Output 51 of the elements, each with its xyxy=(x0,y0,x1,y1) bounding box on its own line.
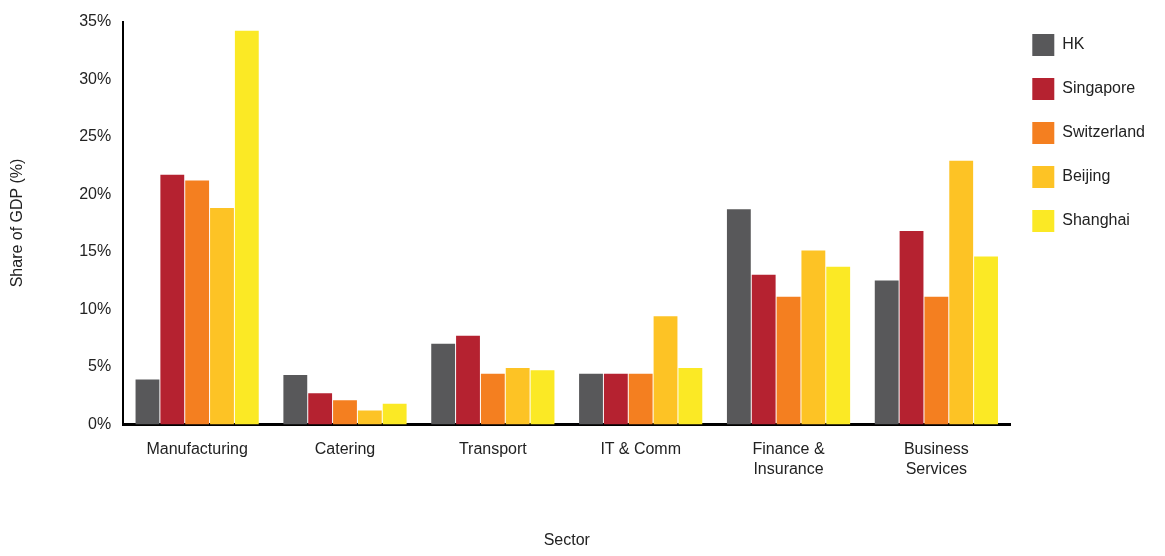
bar xyxy=(480,373,505,425)
y-tick-label: 5% xyxy=(88,357,112,375)
bar xyxy=(899,231,924,425)
x-tick-label: Finance & Insurance xyxy=(752,440,825,477)
y-tick-label: 25% xyxy=(79,127,112,145)
bar xyxy=(210,208,234,425)
bar xyxy=(874,280,899,425)
bar xyxy=(234,30,259,425)
x-tick-label: Transport xyxy=(458,440,528,458)
x-tick-label: Business Services xyxy=(903,440,969,477)
x-tick-label: Manufacturing xyxy=(146,440,248,458)
y-tick-label: 30% xyxy=(79,69,112,87)
x-tick-label: Catering xyxy=(314,440,376,458)
y-tick-label: 10% xyxy=(79,299,112,317)
bar xyxy=(776,296,801,425)
bar xyxy=(678,368,703,425)
bar xyxy=(751,274,776,425)
bar xyxy=(456,335,480,425)
x-axis-title: Sector xyxy=(543,530,591,548)
x-tick-label: IT & Comm xyxy=(600,440,681,458)
bar xyxy=(357,410,382,425)
legend-label: Beijing xyxy=(1062,167,1111,185)
bar xyxy=(308,393,333,425)
bar xyxy=(801,250,826,425)
bar xyxy=(431,343,456,425)
y-tick-label: 0% xyxy=(88,414,112,432)
bar xyxy=(530,370,555,425)
bar xyxy=(505,368,530,425)
bar xyxy=(653,316,678,425)
bar xyxy=(283,374,308,425)
bar xyxy=(135,379,160,425)
legend-label: Switzerland xyxy=(1062,123,1145,141)
bar xyxy=(333,400,357,425)
bar xyxy=(382,403,407,425)
bar xyxy=(726,209,751,425)
y-tick-label: 15% xyxy=(79,242,112,260)
legend-label: Shanghai xyxy=(1062,211,1130,229)
y-tick-label: 20% xyxy=(79,184,112,202)
bar xyxy=(579,373,603,425)
bar xyxy=(160,174,185,425)
legend-label: HK xyxy=(1062,35,1085,53)
bar xyxy=(949,160,974,425)
y-axis-title: Share of GDP (%) xyxy=(8,158,26,288)
bar xyxy=(826,266,851,425)
bar xyxy=(603,373,628,425)
bar xyxy=(974,256,998,425)
bar xyxy=(924,296,949,425)
legend-label: Singapore xyxy=(1062,79,1136,97)
bar xyxy=(628,373,653,425)
bar xyxy=(185,180,210,425)
y-tick-label: 35% xyxy=(79,12,112,30)
